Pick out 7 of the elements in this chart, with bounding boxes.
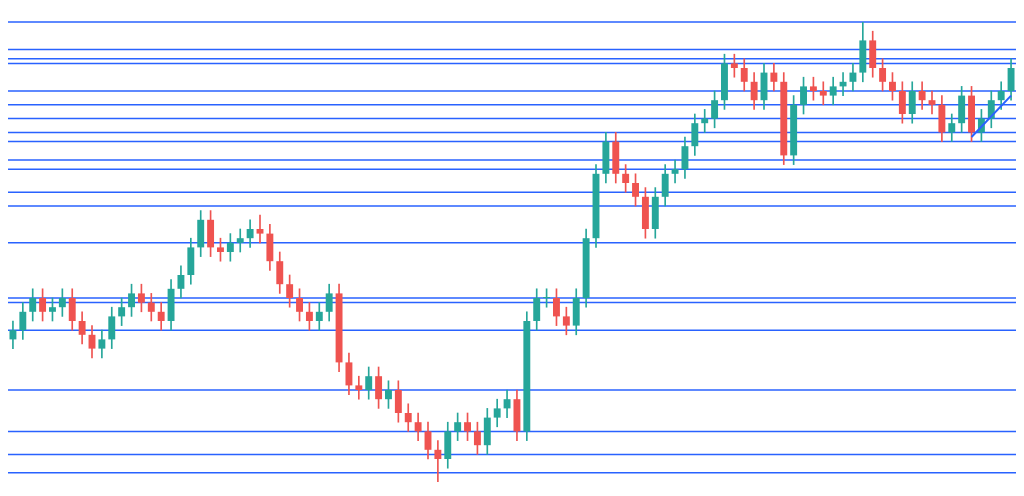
candlestick <box>236 228 244 253</box>
candlestick <box>355 375 363 400</box>
candlestick <box>434 440 442 482</box>
candlestick <box>928 90 936 115</box>
candlestick <box>671 159 679 184</box>
candlestick <box>256 214 264 244</box>
candlestick <box>819 81 827 106</box>
